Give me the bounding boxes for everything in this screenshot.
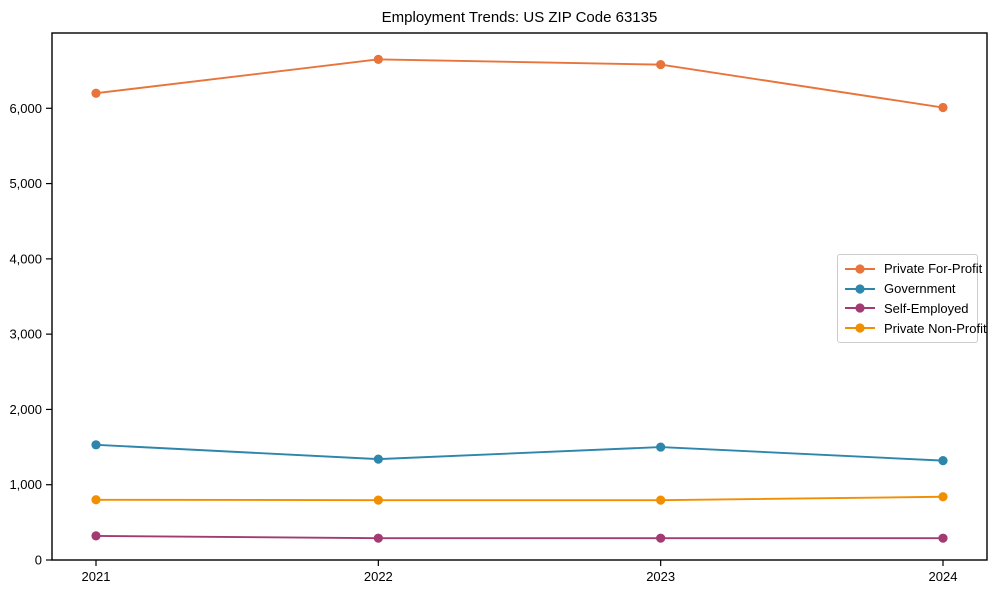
- legend-label: Government: [884, 281, 956, 297]
- data-point-private-non-profit: [656, 495, 666, 505]
- x-tick-label: 2023: [646, 569, 675, 584]
- series-line-government: [95, 443, 944, 462]
- x-tick-label: 2021: [82, 569, 111, 584]
- plot-frame: [51, 32, 988, 561]
- data-point-government: [938, 456, 948, 466]
- data-point-self-employed: [938, 533, 948, 543]
- data-point-self-employed: [656, 533, 666, 543]
- y-tick-label: 1,000: [9, 477, 42, 492]
- data-point-private-for-profit: [373, 54, 383, 64]
- data-point-government: [373, 454, 383, 464]
- y-tick-label: 2,000: [9, 402, 42, 417]
- legend-entry-private-non-profit: Private Non-Profit: [844, 318, 987, 338]
- legend-marker-icon: [845, 323, 875, 333]
- data-point-private-for-profit: [938, 102, 948, 113]
- series-line-private-non-profit: [95, 495, 944, 502]
- series-line-private-for-profit: [95, 58, 944, 109]
- legend-entry-government: Government: [844, 279, 971, 299]
- legend: Private For-Profit Government Self-Employe…: [837, 254, 987, 343]
- data-point-private-for-profit: [656, 60, 666, 70]
- legend-label: Private For-Profit: [884, 261, 983, 277]
- y-tick-label: 3,000: [9, 327, 42, 342]
- y-tick-label: 0: [35, 553, 42, 568]
- data-point-private-non-profit: [938, 492, 948, 502]
- series-line-self-employed: [95, 534, 943, 540]
- legend-marker-icon: [845, 303, 875, 313]
- legend-entry-private-for-profit: Private For-Profit: [844, 259, 982, 279]
- data-point-private-non-profit: [91, 495, 101, 505]
- data-point-government: [91, 440, 101, 450]
- y-tick-label: 5,000: [9, 176, 42, 191]
- data-point-self-employed: [373, 533, 383, 543]
- y-tick-label: 6,000: [9, 101, 42, 116]
- data-point-private-non-profit: [373, 495, 383, 505]
- data-point-private-for-profit: [91, 88, 101, 98]
- legend-label: Self-Employed: [884, 300, 969, 316]
- x-tick-label: 2022: [364, 569, 393, 584]
- data-point-government: [656, 442, 666, 452]
- legend-label: Private Non-Profit: [884, 320, 987, 336]
- x-tick-label: 2024: [929, 569, 958, 584]
- chart-title: Employment Trends: US ZIP Code 63135: [381, 9, 658, 26]
- legend-marker-icon: [845, 264, 875, 274]
- y-tick-label: 4,000: [9, 251, 42, 266]
- legend-entry-self-employed: Self-Employed: [844, 299, 971, 319]
- data-point-self-employed: [91, 531, 101, 541]
- legend-marker-icon: [845, 284, 875, 294]
